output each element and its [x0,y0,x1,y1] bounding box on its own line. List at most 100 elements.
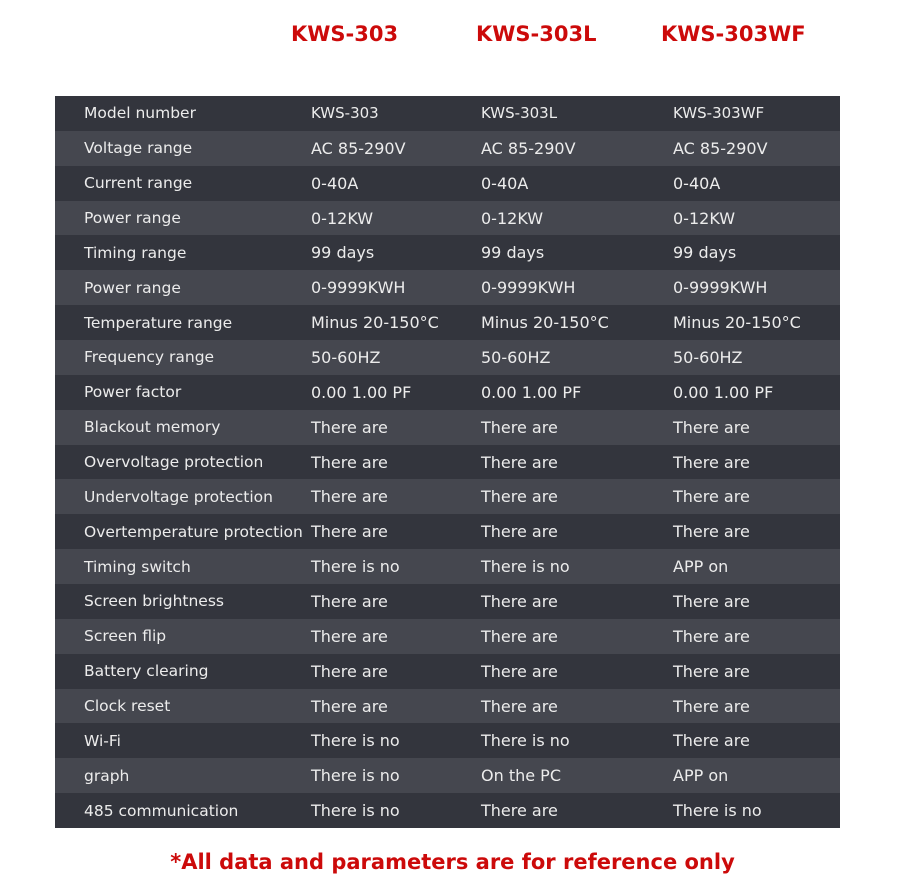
spec-label: Model number [84,104,196,123]
spec-value: There are [673,452,750,472]
spec-value: There are [311,452,388,472]
spec-value: There are [673,731,750,751]
spec-value: There are [311,522,388,542]
table-row: Current range 0-40A 0-40A 0-40A [55,165,840,201]
spec-value: 0-40A [673,173,721,193]
table-row: Power range 0-12KW 0-12KW 0-12KW [55,200,840,236]
spec-value: 0-40A [481,173,529,193]
table-row: Screen flip There are There are There are [55,618,840,654]
spec-value: 0-12KW [673,208,736,228]
spec-value: There are [481,591,558,611]
spec-value: 0-12KW [311,208,374,228]
table-row: Frequency range 50-60HZ 50-60HZ 50-60HZ [55,340,840,375]
spec-value: Minus 20-150°C [481,313,609,333]
spec-value: 0-40A [311,173,359,193]
spec-value: 99 days [481,243,545,263]
spec-value: There are [311,487,388,507]
spec-label: Wi-Fi [84,731,121,750]
spec-label: Timing range [84,243,187,262]
spec-label: Screen flip [84,627,167,646]
spec-value: There are [481,696,558,716]
spec-label: Power range [84,278,181,297]
spec-value: There is no [481,731,570,751]
column-header-kws-303: KWS-303 [291,22,399,46]
spec-value: There are [311,417,388,437]
spec-value: KWS-303L [481,104,558,123]
spec-label: Voltage range [84,139,193,158]
spec-label: Power factor [84,383,182,402]
table-row: Blackout memory There are There are There a… [55,409,840,445]
spec-value: 0-12KW [481,208,544,228]
spec-value: AC 85-290V [673,138,768,158]
spec-value: 99 days [311,243,375,263]
table-row: Battery clearing There are There are There … [55,653,840,689]
spec-label: graph [84,766,130,785]
spec-value: KWS-303 [311,104,379,123]
table-row: Temperature range Minus 20-150°C Minus 20-… [55,305,840,341]
spec-value: AC 85-290V [481,138,576,158]
footnote: *All data and parameters are for referen… [170,850,735,874]
spec-value: 50-60HZ [311,347,381,367]
spec-value: There are [673,661,750,681]
spec-value: Minus 20-150°C [673,313,801,333]
spec-value: There are [311,591,388,611]
spec-value: 99 days [673,243,737,263]
spec-value: There is no [311,766,400,786]
spec-label: Screen brightness [84,592,224,611]
spec-value: KWS-303WF [673,104,765,123]
spec-label: 485 communication [84,801,239,820]
table-row: Power range 0-9999KWH 0-9999KWH 0-9999KWH [55,270,840,306]
spec-value: There is no [481,557,570,577]
spec-value: On the PC [481,766,561,786]
spec-value: 50-60HZ [673,347,743,367]
table-row: Clock reset There are There are There are [55,688,840,724]
spec-value: 50-60HZ [481,347,551,367]
table-row: Model number KWS-303 KWS-303L KWS-303WF [55,96,840,131]
spec-value: 0.00 1.00 PF [311,382,412,402]
spec-value: There are [311,626,388,646]
spec-label: Undervoltage protection [84,487,273,506]
table-row: Overtemperature protection There are There… [55,514,840,550]
spec-value: There are [673,696,750,716]
spec-value: APP on [673,557,729,577]
spec-value: There are [673,522,750,542]
spec-value: 0.00 1.00 PF [481,382,582,402]
spec-value: There are [311,661,388,681]
spec-value: There are [481,626,558,646]
spec-value: There is no [311,557,400,577]
spec-value: There are [673,626,750,646]
spec-label: Blackout memory [84,418,221,437]
table-row: Voltage range AC 85-290V AC 85-290V AC 85-2… [55,130,840,166]
spec-label: Frequency range [84,348,215,367]
spec-value: There are [481,417,558,437]
spec-value: There is no [311,801,400,821]
spec-value: There are [481,522,558,542]
spec-value: There are [481,661,558,681]
spec-value: 0-9999KWH [673,278,768,298]
spec-value: Minus 20-150°C [311,313,439,333]
table-row: Wi-Fi There is no There is no There are [55,723,840,759]
spec-label: Overtemperature protection [84,522,303,541]
spec-value: There are [481,801,558,821]
spec-value: There are [481,487,558,507]
spec-label: Clock reset [84,697,171,716]
table-row: graph There is no On the PC APP on [55,758,840,794]
spec-label: Temperature range [84,313,233,332]
spec-label: Battery clearing [84,662,209,681]
table-row: Power factor 0.00 1.00 PF 0.00 1.00 PF 0.00… [55,374,840,410]
table-row: Overvoltage protection There are There are… [55,444,840,480]
spec-label: Power range [84,209,181,227]
spec-value: There are [673,591,750,611]
table-row: Timing switch There is no There is no APP o… [55,549,840,585]
spec-label: Overvoltage protection [84,453,264,472]
spec-value: APP on [673,766,729,786]
column-header-kws-303l: KWS-303L [476,22,597,46]
spec-value: AC 85-290V [311,138,406,158]
spec-label: Timing switch [84,557,191,576]
spec-value: 0-9999KWH [481,278,576,298]
spec-value: There is no [673,801,762,821]
spec-value: There are [311,696,388,716]
spec-table: Model number KWS-303 KWS-303L KWS-303WF Volt… [55,96,840,829]
spec-value: 0.00 1.00 PF [673,382,774,402]
spec-value: There are [673,417,750,437]
